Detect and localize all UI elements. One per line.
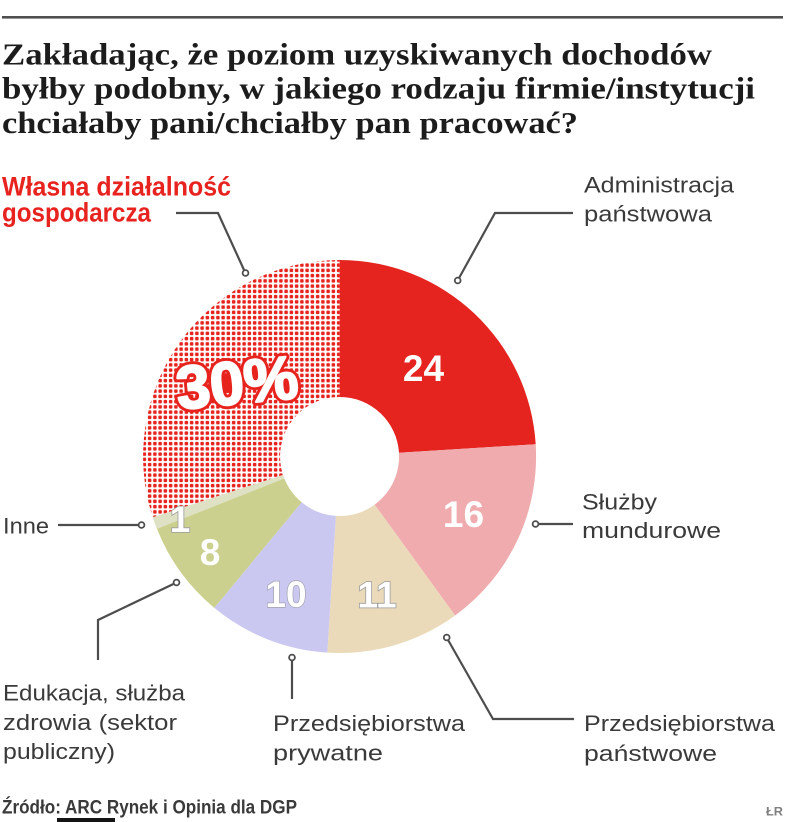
svg-text:Przedsiębiorstwa: Przedsiębiorstwa bbox=[584, 711, 776, 736]
svg-text:zdrowia (sektor: zdrowia (sektor bbox=[3, 710, 177, 735]
svg-text:10: 10 bbox=[265, 574, 306, 615]
svg-text:gospodarcza: gospodarcza bbox=[2, 198, 152, 228]
svg-text:mundurowe: mundurowe bbox=[582, 518, 721, 543]
svg-text:Własna działalność: Własna działalność bbox=[2, 172, 231, 202]
svg-text:30%: 30% bbox=[173, 343, 301, 422]
svg-text:prywatne: prywatne bbox=[273, 741, 383, 766]
svg-text:24: 24 bbox=[403, 348, 445, 389]
svg-text:Administracja: Administracja bbox=[584, 173, 735, 198]
svg-text:ŁR: ŁR bbox=[766, 807, 784, 819]
svg-text:8: 8 bbox=[200, 532, 221, 573]
svg-text:1: 1 bbox=[170, 499, 191, 540]
svg-text:16: 16 bbox=[443, 494, 484, 535]
svg-text:30%: 30% bbox=[173, 343, 301, 422]
svg-text:Źródło: ARC Rynek i Opinia dla: Źródło: ARC Rynek i Opinia dla DGP bbox=[2, 796, 297, 818]
svg-text:publiczny): publiczny) bbox=[3, 739, 115, 764]
svg-text:Służby: Służby bbox=[582, 490, 657, 515]
svg-text:Edukacja, służba: Edukacja, służba bbox=[3, 680, 186, 705]
svg-text:Inne: Inne bbox=[3, 514, 49, 539]
svg-text:Zakładając, że poziom uzyskiwa: Zakładając, że poziom uzyskiwanych docho… bbox=[2, 37, 713, 72]
svg-text:państwowe: państwowe bbox=[584, 741, 717, 766]
svg-text:byłby podobny, w jakiego rodza: byłby podobny, w jakiego rodzaju firmie/… bbox=[2, 71, 755, 106]
svg-text:11: 11 bbox=[357, 575, 396, 616]
svg-text:chciałaby pani/chciałby pan pr: chciałaby pani/chciałby pan pracować? bbox=[2, 105, 578, 140]
svg-text:Przedsiębiorstwa: Przedsiębiorstwa bbox=[273, 711, 466, 736]
svg-text:państwowa: państwowa bbox=[584, 202, 713, 227]
